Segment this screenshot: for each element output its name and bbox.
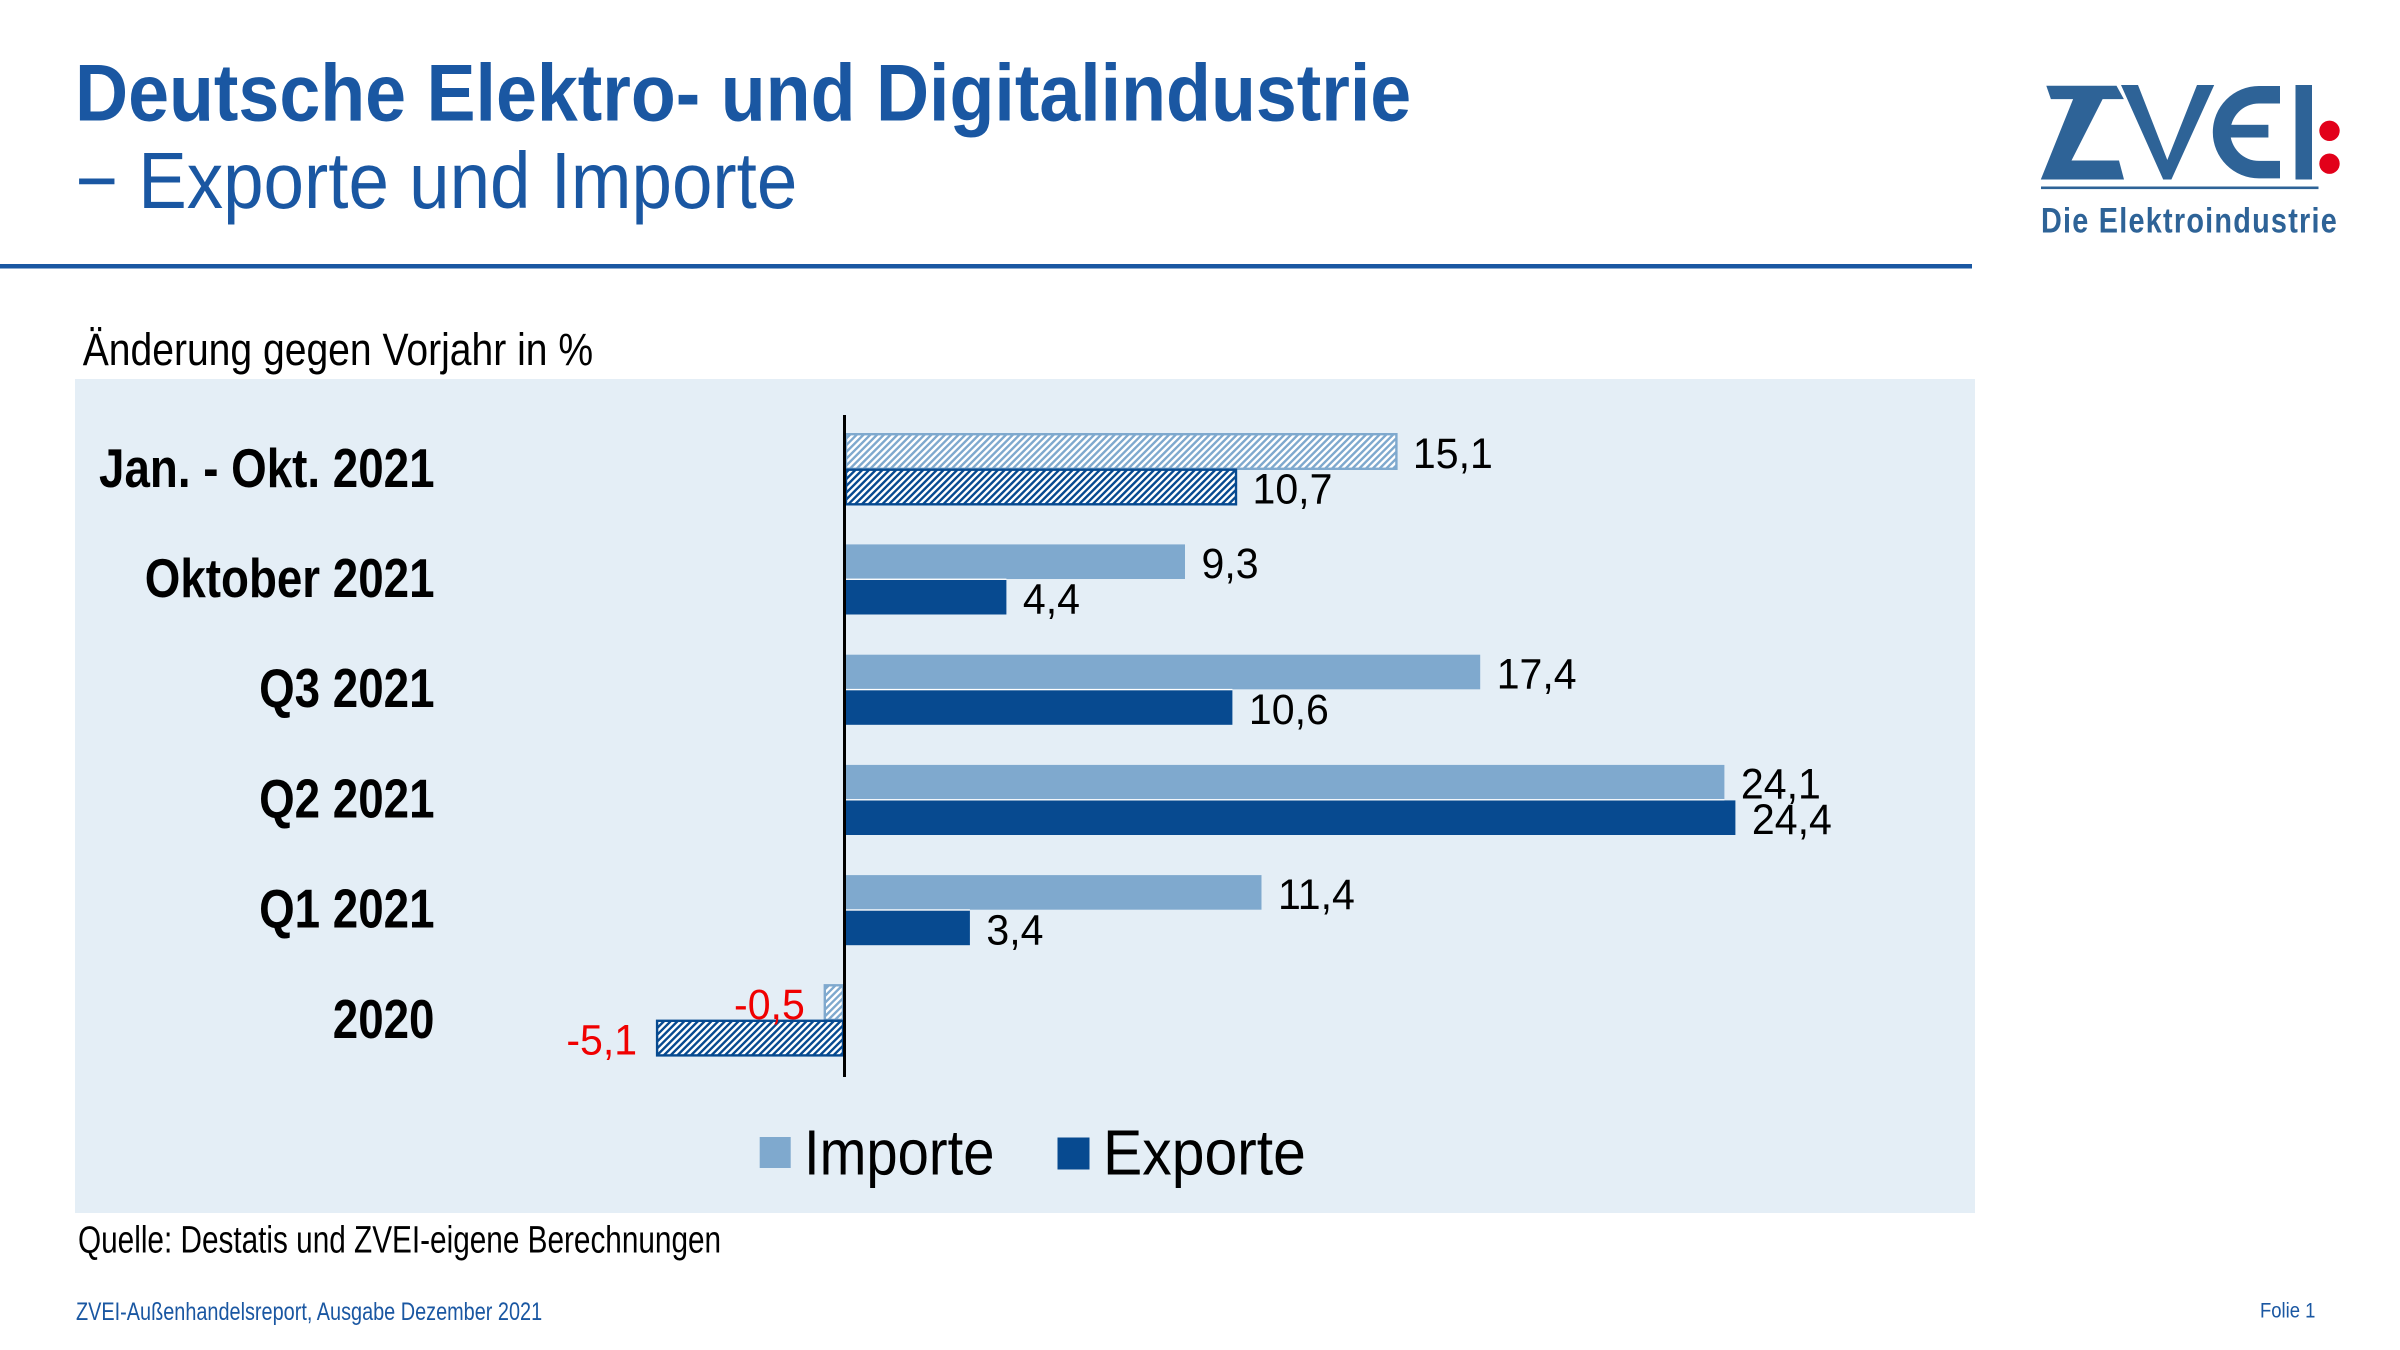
svg-text:− Exporte und Importe: − Exporte und Importe bbox=[76, 137, 798, 226]
svg-text:Quelle: Destatis und ZVEI-eige: Quelle: Destatis und ZVEI-eigene Berechn… bbox=[78, 1219, 721, 1261]
svg-text:9,3: 9,3 bbox=[1202, 539, 1259, 587]
svg-text:ZVEI-Außenhandelsreport, Ausga: ZVEI-Außenhandelsreport, Ausgabe Dezembe… bbox=[76, 1298, 542, 1326]
svg-text:Änderung gegen Vorjahr in %: Änderung gegen Vorjahr in % bbox=[83, 324, 593, 374]
svg-text:2020: 2020 bbox=[333, 988, 435, 1050]
svg-text:3,4: 3,4 bbox=[986, 906, 1043, 954]
svg-text:24,1: 24,1 bbox=[1741, 760, 1821, 808]
svg-text:15,1: 15,1 bbox=[1413, 429, 1493, 477]
svg-text:Deutsche Elektro- und Digitali: Deutsche Elektro- und Digitalindustrie bbox=[75, 48, 1411, 138]
svg-text:10,7: 10,7 bbox=[1253, 465, 1333, 513]
svg-text:Q3 2021: Q3 2021 bbox=[259, 657, 434, 719]
svg-text:4,4: 4,4 bbox=[1023, 575, 1080, 623]
svg-text:-5,1: -5,1 bbox=[566, 1016, 637, 1064]
svg-text:Q1 2021: Q1 2021 bbox=[259, 878, 434, 940]
svg-text:Oktober 2021: Oktober 2021 bbox=[145, 547, 435, 609]
svg-text:Die Elektroindustrie: Die Elektroindustrie bbox=[2041, 201, 2338, 240]
svg-text:Folie 1: Folie 1 bbox=[2260, 1299, 2315, 1322]
svg-text:11,4: 11,4 bbox=[1278, 870, 1355, 918]
svg-text:Exporte: Exporte bbox=[1103, 1117, 1306, 1189]
svg-text:Q2 2021: Q2 2021 bbox=[259, 768, 434, 830]
svg-text:24,4: 24,4 bbox=[1752, 795, 1832, 843]
svg-text:10,6: 10,6 bbox=[1249, 685, 1329, 733]
svg-text:17,4: 17,4 bbox=[1497, 650, 1577, 698]
svg-text:Importe: Importe bbox=[804, 1116, 994, 1188]
svg-text:Jan. - Okt. 2021: Jan. - Okt. 2021 bbox=[99, 437, 434, 499]
svg-text:-0,5: -0,5 bbox=[734, 980, 805, 1028]
